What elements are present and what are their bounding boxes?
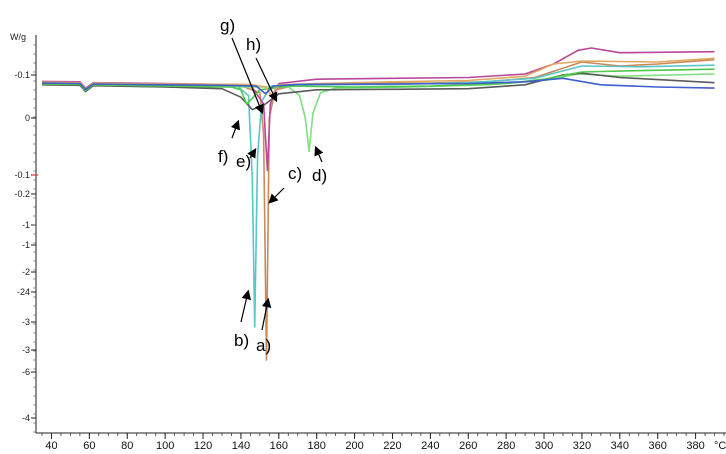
- annotation-layer: a) b) c) d) e) f) g) h): [218, 16, 327, 355]
- y-tick-label: -0.2: [14, 189, 30, 199]
- annotation-arrow: [261, 297, 272, 331]
- annotation-label: g): [220, 16, 235, 35]
- annotation-arrow: [314, 145, 324, 163]
- y-tick-label: -0.1: [14, 170, 30, 180]
- axes: 40 60 80 100 120 140 160 180 200 220 240 260 280 300 3…: [10, 32, 726, 452]
- annotation-label: a): [256, 336, 271, 355]
- x-tick-label: 100: [156, 440, 174, 452]
- y-tick-label: -3: [22, 317, 30, 327]
- annotation-label: e): [236, 152, 251, 171]
- y-tick-label: -6: [22, 367, 30, 377]
- annotation-label: c): [288, 164, 302, 183]
- annotation-label: h): [246, 35, 261, 54]
- annotation-arrow: [240, 289, 252, 323]
- annotation-arrow: [255, 57, 278, 103]
- y-tick-label: -0.1: [14, 70, 30, 80]
- x-tick-label: 320: [573, 440, 591, 452]
- annotation-arrow: [230, 119, 240, 139]
- x-tick-label: 140: [232, 440, 250, 452]
- y-tick-label: -24: [17, 287, 30, 297]
- y-tick-label: -1: [22, 220, 30, 230]
- x-tick-label: 260: [459, 440, 477, 452]
- y-unit-label: W/g: [10, 32, 26, 42]
- x-tick-label: 180: [308, 440, 326, 452]
- x-tick-label: 300: [535, 440, 553, 452]
- x-tick-label: 360: [649, 440, 667, 452]
- x-tick-label: 220: [383, 440, 401, 452]
- x-tick-label: 380: [686, 440, 704, 452]
- annotation-arrow: [268, 187, 285, 204]
- x-tick-label: 240: [421, 440, 439, 452]
- series-layer: [41, 47, 715, 361]
- annotation-arrow: [247, 147, 257, 159]
- y-tick-label: -3: [22, 345, 30, 355]
- x-unit-label: °C: [714, 440, 726, 452]
- x-tick-label: 40: [45, 440, 57, 452]
- series-line-h: [41, 77, 715, 95]
- y-tick-label: -1: [22, 240, 30, 250]
- annotation-arrow: [231, 37, 264, 115]
- x-tick-label: 160: [270, 440, 288, 452]
- annotation-label: b): [234, 331, 249, 350]
- annotation-label: d): [312, 166, 327, 185]
- series-line-b: [41, 64, 715, 328]
- x-tick-label: 340: [611, 440, 629, 452]
- series-line-a: [41, 58, 715, 361]
- y-tick-label: -2: [22, 267, 30, 277]
- x-tick-label: 80: [121, 440, 133, 452]
- y-tick-label: -4: [22, 413, 30, 423]
- x-tick-label: 60: [83, 440, 95, 452]
- annotation-label: f): [218, 147, 228, 166]
- x-tick-label: 120: [194, 440, 212, 452]
- y-tick-label: 0: [25, 113, 30, 123]
- x-tick-label: 280: [497, 440, 515, 452]
- x-tick-label: 200: [345, 440, 363, 452]
